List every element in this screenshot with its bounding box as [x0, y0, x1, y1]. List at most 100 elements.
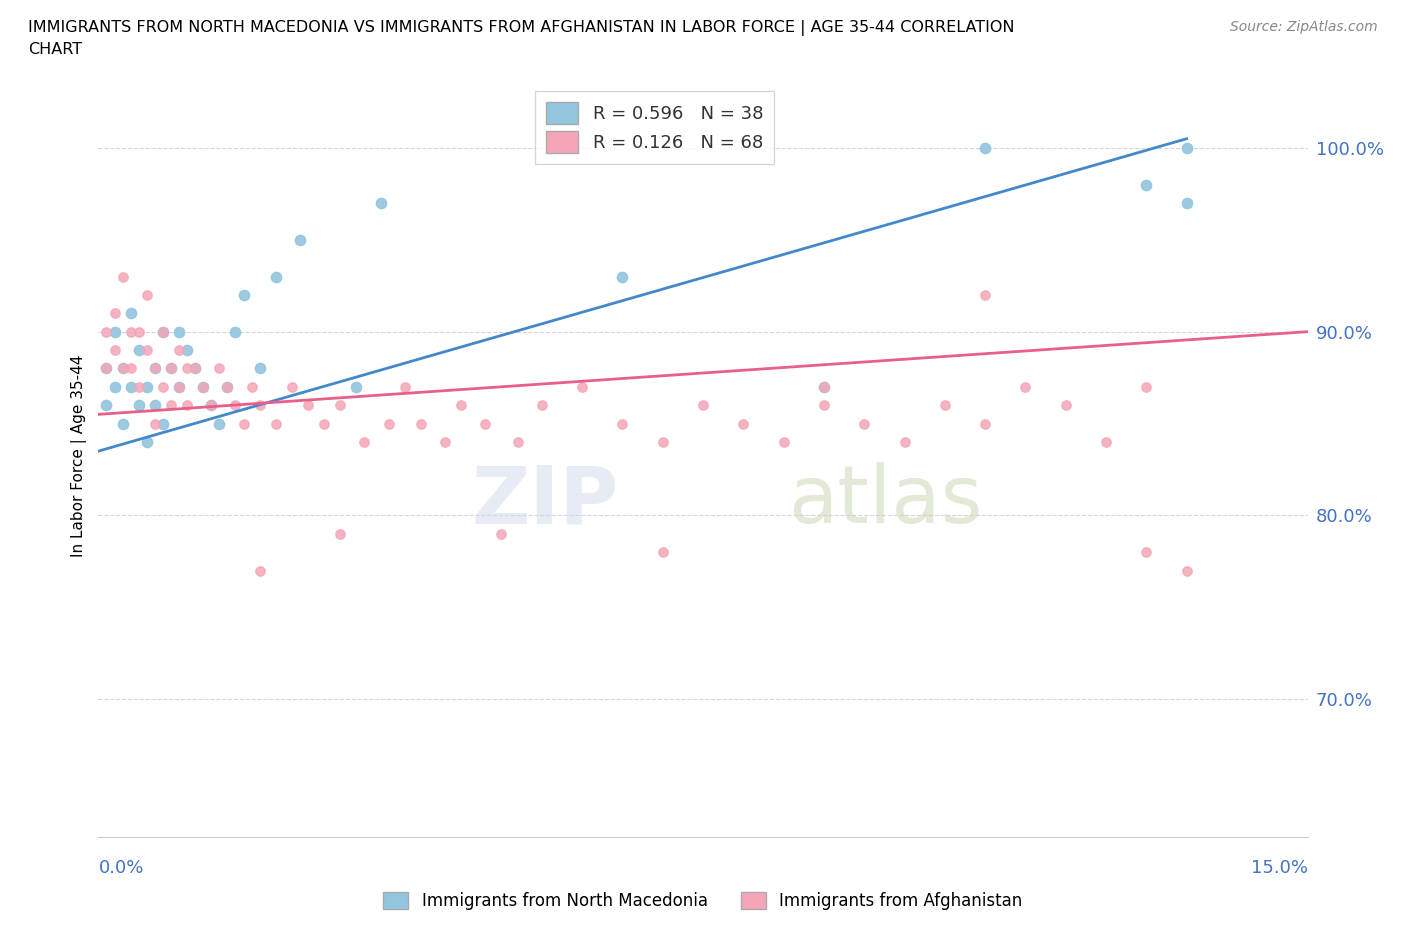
Point — [974, 416, 997, 431]
Point — [111, 361, 134, 376]
Point — [200, 398, 222, 413]
Point — [103, 306, 125, 321]
Point — [377, 416, 399, 431]
Point — [249, 563, 271, 578]
Point — [111, 416, 134, 431]
Point — [143, 398, 166, 413]
Point — [434, 434, 457, 449]
Point — [474, 416, 496, 431]
Point — [111, 361, 134, 376]
Point — [224, 325, 246, 339]
Point — [733, 416, 755, 431]
Point — [120, 379, 142, 394]
Point — [160, 398, 183, 413]
Point — [96, 361, 118, 376]
Point — [143, 416, 166, 431]
Point — [1014, 379, 1036, 394]
Point — [217, 379, 239, 394]
Point — [167, 342, 190, 357]
Point — [813, 398, 835, 413]
Text: IMMIGRANTS FROM NORTH MACEDONIA VS IMMIGRANTS FROM AFGHANISTAN IN LABOR FORCE | : IMMIGRANTS FROM NORTH MACEDONIA VS IMMIG… — [28, 20, 1015, 36]
Point — [167, 379, 190, 394]
Point — [128, 325, 150, 339]
Point — [232, 416, 254, 431]
Point — [103, 342, 125, 357]
Point — [184, 361, 207, 376]
Point — [1135, 545, 1157, 560]
Point — [240, 379, 263, 394]
Point — [571, 379, 593, 394]
Point — [394, 379, 416, 394]
Text: 15.0%: 15.0% — [1250, 859, 1308, 877]
Point — [853, 416, 876, 431]
Point — [143, 361, 166, 376]
Point — [232, 287, 254, 302]
Point — [813, 379, 835, 394]
Point — [200, 398, 222, 413]
Point — [135, 287, 157, 302]
Point — [120, 325, 142, 339]
Point — [893, 434, 915, 449]
Point — [329, 526, 352, 541]
Point — [120, 361, 142, 376]
Point — [160, 361, 183, 376]
Point — [1175, 195, 1198, 210]
Text: CHART: CHART — [28, 42, 82, 57]
Point — [143, 361, 166, 376]
Point — [491, 526, 513, 541]
Point — [651, 434, 673, 449]
Y-axis label: In Labor Force | Age 35-44: In Labor Force | Age 35-44 — [72, 354, 87, 557]
Point — [264, 416, 287, 431]
Point — [167, 325, 190, 339]
Point — [692, 398, 714, 413]
Point — [152, 325, 174, 339]
Point — [184, 361, 207, 376]
Point — [96, 398, 118, 413]
Legend: R = 0.596   N = 38, R = 0.126   N = 68: R = 0.596 N = 38, R = 0.126 N = 68 — [536, 91, 775, 164]
Point — [772, 434, 794, 449]
Text: atlas: atlas — [787, 462, 981, 540]
Point — [217, 379, 239, 394]
Point — [1175, 140, 1198, 155]
Point — [1175, 563, 1198, 578]
Point — [152, 416, 174, 431]
Point — [281, 379, 304, 394]
Point — [1135, 178, 1157, 193]
Point — [1135, 379, 1157, 394]
Point — [1054, 398, 1077, 413]
Point — [128, 342, 150, 357]
Point — [344, 379, 367, 394]
Point — [160, 361, 183, 376]
Text: 0.0%: 0.0% — [98, 859, 143, 877]
Point — [96, 325, 118, 339]
Point — [208, 361, 231, 376]
Point — [176, 361, 198, 376]
Point — [813, 379, 835, 394]
Point — [176, 342, 198, 357]
Point — [288, 232, 311, 247]
Point — [934, 398, 956, 413]
Point — [152, 379, 174, 394]
Point — [224, 398, 246, 413]
Point — [167, 379, 190, 394]
Point — [506, 434, 529, 449]
Point — [111, 269, 134, 284]
Point — [193, 379, 215, 394]
Point — [530, 398, 553, 413]
Point — [152, 325, 174, 339]
Point — [353, 434, 375, 449]
Point — [103, 325, 125, 339]
Point — [208, 416, 231, 431]
Point — [128, 379, 150, 394]
Point — [96, 361, 118, 376]
Point — [612, 416, 634, 431]
Point — [249, 361, 271, 376]
Point — [249, 398, 271, 413]
Point — [974, 287, 997, 302]
Point — [314, 416, 336, 431]
Point — [103, 379, 125, 394]
Legend: Immigrants from North Macedonia, Immigrants from Afghanistan: Immigrants from North Macedonia, Immigra… — [377, 885, 1029, 917]
Point — [135, 342, 157, 357]
Point — [612, 269, 634, 284]
Point — [329, 398, 352, 413]
